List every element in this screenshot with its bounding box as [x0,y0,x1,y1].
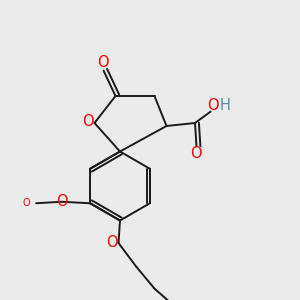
Text: O: O [56,194,68,209]
Text: O: O [97,55,109,70]
Text: H: H [220,98,230,112]
Text: O: O [82,114,94,129]
Text: O: O [207,98,219,112]
Text: O: O [22,198,30,208]
Text: O: O [106,235,118,250]
Text: O: O [190,146,201,161]
